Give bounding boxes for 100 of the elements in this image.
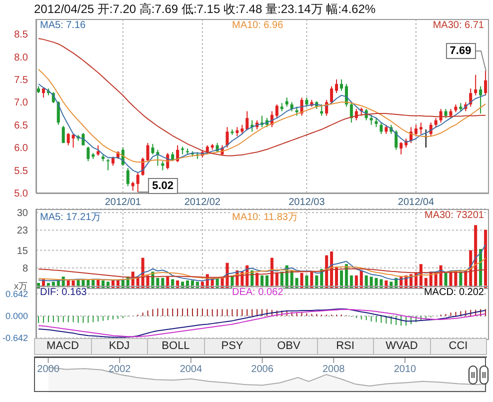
candlestick [384,124,388,134]
text: WVAD [374,339,430,354]
chart-title: 2012/04/25 开:7.20 高:7.69 低:7.15 收:7.48 量:23.14万 幅:4.62% [34,1,376,18]
candlestick [439,108,442,124]
candlestick [444,108,448,119]
candlestick [285,97,288,108]
series-label: DEA: 0.062 [232,287,284,298]
y-tick-label: 8 [22,263,28,274]
series-label: MACD: 0.202 [424,287,484,298]
candlestick [112,156,114,166]
text: BOLL [148,339,204,354]
x-tick-label: 2002 [108,364,132,376]
candlestick [419,122,422,134]
bar [340,270,343,288]
text: MA30: 73201 [424,210,484,221]
candlestick [400,142,403,155]
text: RSI [318,339,374,354]
x-tick-label: 2006 [251,364,274,376]
y-tick-label: 23 [16,226,28,237]
text: PSY [204,339,261,354]
y-tick-label: 6.5 [14,120,28,132]
y-tick-label: 15 [16,246,28,257]
candlestick [479,86,482,114]
line-series [38,38,486,156]
candlestick [226,126,229,148]
x-tick-label: 2012/01 [104,197,142,208]
y-tick-label: 0.642 [5,289,28,300]
text: DIF: 0.163 [40,287,87,298]
bar [474,225,478,288]
x-tick-label: 2010 [394,364,417,376]
bar [310,272,314,288]
candlestick [136,172,140,193]
candlestick [42,87,45,98]
y-tick-label: 5.0 [14,188,28,200]
candlestick [106,158,110,171]
candlestick [151,143,154,155]
candlestick [469,88,472,108]
candlestick [72,133,75,148]
bar [305,275,308,288]
x-tick-label: 2004 [180,364,203,376]
bar [364,275,368,288]
candlestick [474,74,478,96]
text: OBV [261,339,318,354]
line-series [38,244,486,282]
x-tick-label: 2012/02 [184,197,221,208]
candlestick [350,102,353,124]
y-tick-label: 7.0 [14,98,28,109]
x-tick-label: 2008 [322,364,346,376]
line-series [38,258,486,280]
bar [484,230,488,288]
candlestick [434,118,438,128]
text: MA5: 17.21万 [40,210,102,224]
text: MA10: 6.96 [232,20,284,31]
candlestick [275,104,278,119]
y-tick-label: 0.000 [5,311,28,322]
x-tick-label: 2012/04 [398,197,434,208]
line-series [38,268,486,278]
candlestick [380,122,383,134]
candlestick [82,132,85,146]
y-tick-label: 7.5 [14,74,28,86]
text: MA10: 11.83万 [232,210,298,224]
candlestick [449,108,452,119]
y-tick-label: 5.5 [14,166,28,177]
annotation: 7.69 [446,42,476,59]
annotation: 5.02 [148,178,178,194]
candlestick [146,142,150,162]
candlestick [335,78,338,94]
candlestick [66,132,70,146]
candlestick [62,125,65,144]
candlestick [414,124,418,137]
text: MA30: 6.71 [432,20,484,31]
candlestick [96,144,100,156]
candlestick [126,168,130,187]
y-tick-label: 30 [16,208,28,220]
x-tick-label: 2012/03 [288,197,326,208]
candlestick [370,114,373,126]
candlestick [484,70,488,96]
candlestick [305,97,308,108]
text: CCI [448,339,469,354]
y-tick-label: 8.0 [14,52,28,64]
candlestick [340,78,343,92]
text: MACD [35,339,92,354]
bar [300,272,304,288]
candlestick [156,149,160,166]
candlestick [240,124,244,134]
candlestick [320,104,324,116]
bar [370,276,373,288]
text: KDJ [92,339,148,354]
x-tick-label: 2000 [37,364,60,376]
candlestick [246,110,249,131]
y-tick-label: 8.5 [14,30,28,41]
candlestick [374,118,378,128]
line-series [38,83,486,174]
candlestick [131,181,134,192]
y-tick-label: 6.0 [14,143,28,154]
candlestick [330,86,334,105]
y-tick-label: -0.642 [2,333,28,344]
candlestick [394,130,398,150]
text: MA5: 7.16 [40,20,86,31]
y-axis-title: x万 [14,280,28,291]
